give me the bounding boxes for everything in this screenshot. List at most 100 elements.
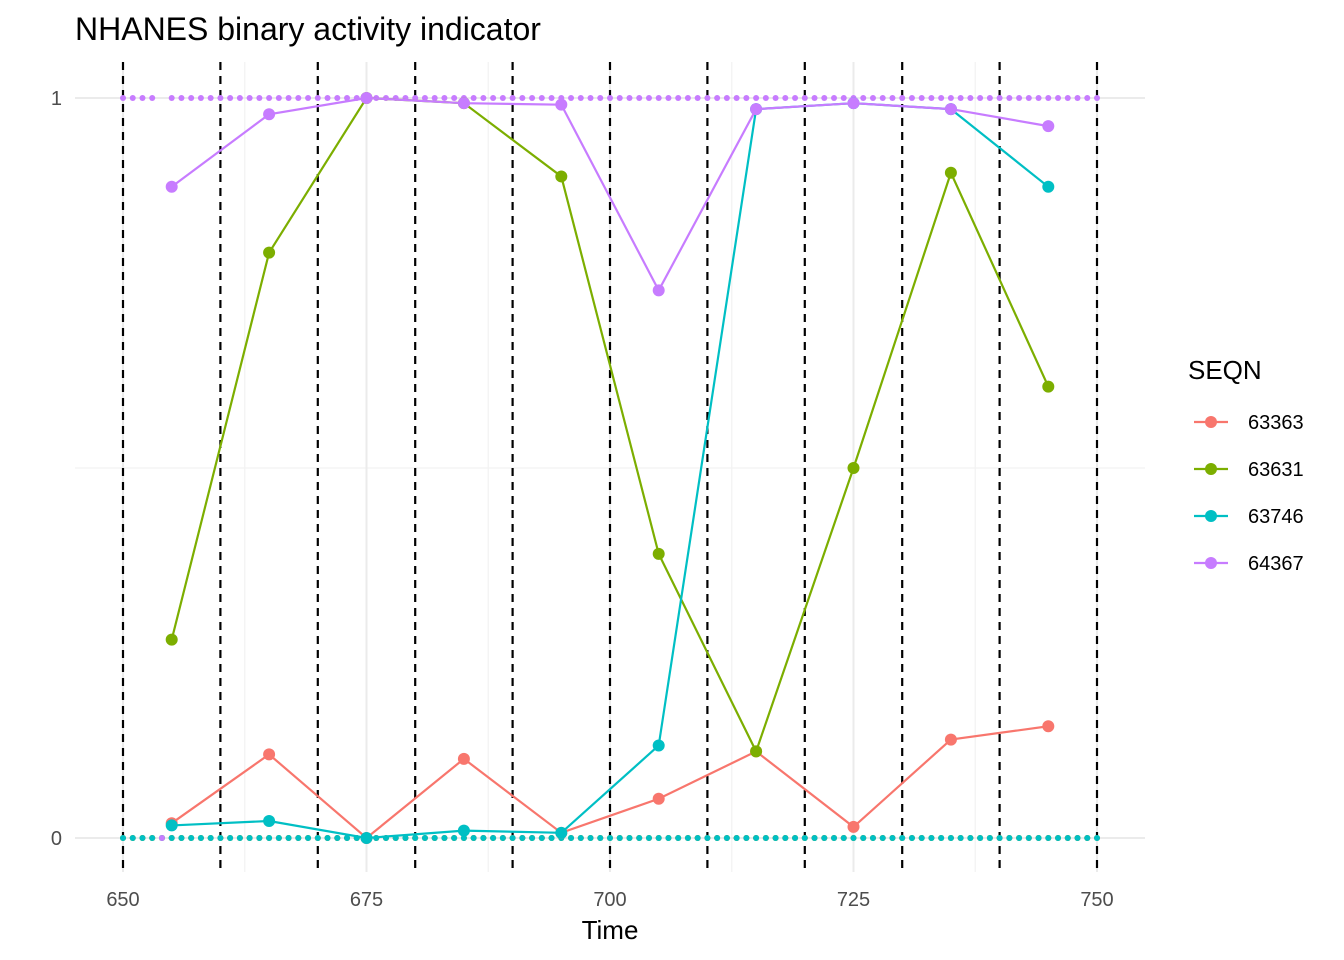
minute-dot (275, 835, 282, 841)
minute-dot (869, 835, 876, 841)
series-point-63363 (652, 792, 665, 805)
minute-dot (899, 835, 906, 841)
minute-dot (158, 835, 165, 841)
minute-dot (217, 835, 224, 841)
minute-dot (655, 95, 662, 101)
minute-dot (782, 95, 789, 101)
minute-dot-layer (120, 95, 1100, 841)
minute-dot (295, 95, 302, 101)
x-tick-label: 650 (106, 889, 139, 911)
minute-dot (811, 835, 818, 841)
minute-dot (977, 95, 984, 101)
series-line-64367 (171, 96, 1049, 293)
minute-dot (996, 835, 1003, 841)
y-tick-label: 1 (51, 88, 62, 110)
minute-dot (694, 835, 701, 841)
minute-dot (519, 95, 526, 101)
series-layer (165, 92, 1055, 844)
minute-dot (246, 95, 253, 101)
minute-dot (704, 835, 711, 841)
minute-dot (928, 835, 935, 841)
minute-dot (236, 835, 243, 841)
series-point-64367 (555, 98, 568, 111)
minute-dot (275, 95, 282, 101)
minute-dot (538, 835, 545, 841)
series-point-64367 (165, 180, 178, 193)
minute-dot (314, 95, 321, 101)
minute-dot (529, 835, 536, 841)
minute-dot (607, 95, 613, 101)
minute-dot (733, 835, 740, 841)
x-axis-title: Time (582, 915, 639, 945)
chart-title: NHANES binary activity indicator (75, 11, 541, 47)
minute-dot (743, 95, 750, 101)
minute-dot (986, 95, 993, 101)
minute-dot (129, 835, 136, 841)
minute-dot (928, 95, 935, 101)
minute-dot (227, 95, 234, 101)
legend-key-point (1205, 463, 1217, 475)
minute-dot (480, 835, 487, 841)
legend-key-point (1205, 510, 1217, 522)
minute-dot (460, 835, 467, 841)
minute-dot (451, 835, 458, 841)
minute-dot (1006, 95, 1013, 101)
minute-dot (139, 95, 146, 101)
minute-dot (1045, 95, 1052, 101)
minute-dot (626, 95, 633, 101)
minute-dot (285, 835, 292, 841)
minute-dot (188, 95, 195, 101)
minute-dot (236, 95, 243, 101)
series-point-64367 (263, 108, 276, 121)
x-tick-label: 750 (1080, 889, 1113, 911)
x-tick-label: 725 (837, 889, 870, 911)
minute-dot (207, 835, 214, 841)
minute-dot (636, 95, 643, 101)
minute-dot (1055, 95, 1062, 101)
minute-dot (879, 835, 886, 841)
minute-dot (499, 95, 506, 101)
minute-dot (714, 835, 721, 841)
minute-dot (684, 95, 691, 101)
minute-dot (1094, 95, 1100, 101)
minute-dot (197, 835, 204, 841)
minute-dot (879, 95, 886, 101)
minute-dot (665, 835, 672, 841)
minute-dot (792, 835, 799, 841)
minute-dot (1025, 95, 1032, 101)
minute-dot (772, 835, 779, 841)
minute-dot (616, 835, 623, 841)
minute-dot (217, 95, 224, 101)
minute-dot (947, 835, 954, 841)
series-line-63363 (171, 725, 1049, 840)
minute-dot (947, 95, 954, 101)
minute-dot (139, 835, 146, 841)
minute-dot (723, 95, 730, 101)
minute-dot (538, 95, 545, 101)
minute-dot (977, 835, 984, 841)
minute-dot (120, 95, 126, 101)
series-point-63631 (263, 246, 276, 259)
minute-dot (451, 95, 458, 101)
series-point-63746 (652, 739, 665, 752)
minute-dot (529, 95, 536, 101)
vline-layer (121, 62, 1099, 872)
minute-dot (509, 95, 516, 101)
minute-dot (149, 835, 156, 841)
minute-dot (207, 95, 214, 101)
minute-dot (869, 95, 876, 101)
minute-dot (938, 95, 945, 101)
series-point-64367 (1042, 120, 1055, 133)
minute-dot (840, 835, 847, 841)
minute-dot (1016, 835, 1023, 841)
minute-dot (792, 95, 799, 101)
minute-dot (704, 95, 711, 101)
minute-dot (344, 835, 351, 841)
minute-dot (616, 95, 623, 101)
series-point-63363 (1042, 720, 1055, 733)
series-point-64367 (847, 97, 860, 110)
minute-dot (149, 95, 156, 101)
minute-dot (1074, 95, 1081, 101)
x-tick-label: 675 (350, 889, 383, 911)
minute-dot (412, 835, 419, 841)
